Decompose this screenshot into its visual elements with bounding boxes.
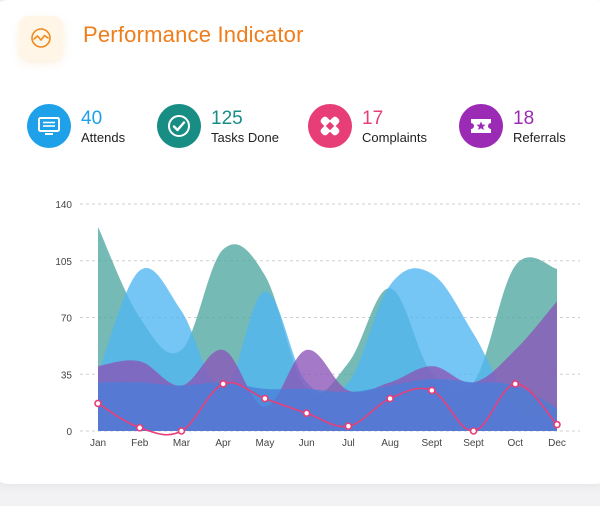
x-tick-label: Sept: [422, 438, 443, 449]
x-tick-label: Sept: [463, 438, 484, 449]
stat-tasks-value: 125: [211, 108, 243, 129]
data-point-pink-9: [469, 427, 478, 435]
x-tick-label: Mar: [173, 438, 191, 449]
stat-referrals-label: Referrals: [513, 130, 566, 145]
x-tick-label: Oct: [507, 438, 523, 449]
x-tick-label: May: [255, 438, 274, 449]
x-tick-label: Jan: [90, 438, 106, 449]
stat-referrals-value: 18: [513, 108, 535, 129]
stat-tasks-label: Tasks Done: [211, 130, 279, 145]
bandage-icon: [308, 104, 352, 148]
data-point-pink-7: [386, 394, 394, 403]
stat-attends-value: 40: [81, 108, 103, 129]
activity-wave-icon: [19, 16, 63, 60]
data-point-pink-11: [553, 420, 561, 429]
x-tick-label: Feb: [131, 438, 149, 449]
data-point-pink-0: [94, 399, 102, 408]
data-point-pink-2: [177, 427, 186, 435]
y-tick-label: 70: [61, 314, 73, 325]
x-tick-label: Jul: [342, 438, 355, 449]
data-point-pink-10: [511, 380, 520, 388]
stat-attends-label: Attends: [81, 130, 126, 145]
performance-area-chart: 0 35 70 105 140 Jan Feb Mar Apr May Jun Jul Aug Sept S…: [55, 200, 580, 449]
y-tick-label: 35: [61, 370, 73, 381]
page-title: Performance Indicator: [83, 22, 304, 47]
x-tick-label: Jun: [299, 438, 315, 449]
y-tick-label: 105: [55, 257, 72, 268]
y-tick-label: 140: [55, 200, 72, 211]
check-circle-icon: [157, 104, 201, 148]
data-point-pink-5: [302, 409, 311, 417]
ticket-star-icon: [459, 104, 503, 148]
data-point-pink-3: [219, 380, 227, 388]
y-tick-label: 0: [66, 427, 72, 438]
x-tick-label: Apr: [215, 438, 231, 449]
stat-complaints-value: 17: [362, 108, 384, 129]
stat-complaints-label: Complaints: [362, 130, 428, 145]
data-point-pink-1: [135, 423, 144, 432]
data-point-pink-6: [344, 422, 353, 430]
data-point-pink-8: [428, 386, 436, 395]
x-tick-label: Aug: [381, 438, 399, 449]
x-tick-label: Dec: [548, 438, 566, 449]
monitor-icon: [27, 104, 71, 148]
data-point-pink-4: [261, 394, 269, 403]
